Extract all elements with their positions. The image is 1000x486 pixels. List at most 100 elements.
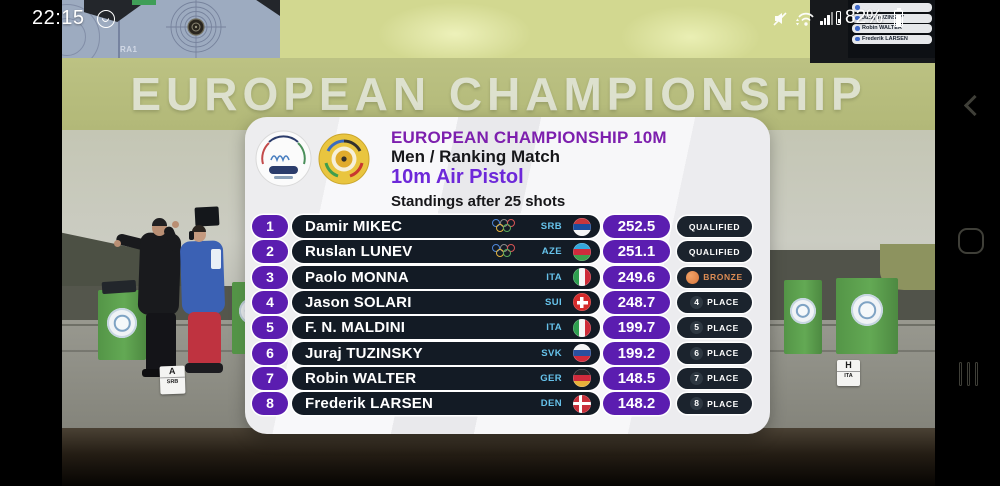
athlete-name: Damir MIKEC [305, 218, 403, 235]
letterbox-right [935, 0, 1000, 486]
standings-row: 3 Paolo MONNA ITA 249.6 BRONZE [245, 265, 770, 289]
mini-scoreboard-row: Frederik LARSEN [852, 34, 932, 44]
score-pill: 249.6 [603, 265, 670, 289]
country-code: SUI [544, 296, 562, 308]
score-pill: 248.7 [603, 290, 670, 314]
home-icon[interactable] [958, 228, 984, 254]
country-code: SVK [541, 347, 562, 359]
status-label: PLACE [707, 348, 739, 358]
status-label: PLACE [707, 398, 739, 409]
target-icon [166, 0, 226, 58]
status-label: PLACE [707, 373, 739, 384]
standings-row: 6 Juraj TUZINSKY SVK 199.2 6 PLACE [245, 341, 770, 365]
athlete-name: Frederik LARSEN [305, 395, 434, 413]
bronze-medal-icon [686, 270, 700, 284]
athlete-pill: F. N. MALDINI ITA [292, 316, 600, 340]
flag-icon-ita [573, 318, 591, 337]
status-badge: QUALIFIED [677, 216, 752, 237]
letterbox-left [0, 0, 62, 486]
back-icon[interactable] [961, 96, 983, 118]
mini-rank-badge [854, 4, 861, 11]
athlete-name: Juraj TUZINSKY [305, 344, 423, 362]
country-code: AZE [541, 246, 562, 258]
country-code: DEN [540, 398, 562, 410]
shooter-shoes [185, 363, 223, 373]
status-badge: 4 PLACE [677, 291, 752, 313]
place-number: 7 [690, 371, 704, 385]
rank-pill: 8 [252, 392, 288, 416]
athlete-name: Jason SOLARI [305, 293, 412, 311]
standings-row: 8 Frederik LARSEN DEN 148.2 8 PLACE [245, 392, 770, 416]
flag-icon-svk [573, 344, 591, 362]
standings-row: 1 Damir MIKEC SRB 252.5 QUALIFIED [245, 215, 770, 238]
panel-standings-label: Standings after 25 shots [391, 193, 566, 210]
place-number: 6 [690, 346, 704, 360]
mini-scoreboard-row: Robin WALTER [852, 24, 932, 33]
podium-logo [851, 294, 883, 326]
foreground-floor-dark [62, 428, 935, 486]
shooter-pants [188, 312, 221, 366]
podium-stand [784, 280, 822, 354]
official-hand [114, 240, 121, 247]
standings-row: 7 Robin WALTER GER 148.5 7 PLACE [245, 366, 770, 390]
official-legs [146, 313, 176, 373]
recent-apps-icon[interactable] [959, 362, 983, 386]
mini-scoreboard-row [852, 3, 932, 12]
whatsapp-icon [97, 10, 115, 28]
flag-icon-srb [573, 217, 591, 236]
wifi-icon [796, 12, 814, 26]
flag-icon-sui [573, 293, 591, 312]
rank-pill: 1 [252, 215, 288, 238]
status-label: QUALIFIED [688, 246, 741, 257]
status-badge: 5 PLACE [677, 317, 752, 339]
status-badge: 6 PLACE [677, 342, 752, 364]
shooting-federation-logo [318, 133, 370, 185]
official-hand [172, 221, 179, 228]
podium-logo [790, 298, 816, 324]
status-badge: 7 PLACE [677, 367, 752, 389]
olympic-rings-icon [492, 244, 522, 259]
panel-subtitle: Men / Ranking Match [391, 147, 561, 166]
status-label: PLACE [707, 322, 739, 333]
score-pill: 199.7 [603, 316, 670, 340]
olympic-rings-icon [492, 219, 522, 234]
athlete-pill: Juraj TUZINSKY SVK [292, 341, 600, 365]
flag-icon-ger [573, 369, 591, 388]
status-label: QUALIFIED [688, 221, 741, 232]
flag-icon-ita [573, 268, 591, 287]
monitor-divider [118, 0, 120, 58]
monitor-label: RA1 [120, 45, 138, 54]
shooter-hair [192, 225, 206, 232]
standings-row: 4 Jason SOLARI SUI 248.7 4 PLACE [245, 290, 770, 314]
score-pill: 199.2 [603, 341, 670, 365]
wall-banner-text: EUROPEAN CHAMPIONSHIP [130, 68, 867, 120]
athlete-pill: Paolo MONNA ITA [292, 265, 600, 289]
lane-card-h: H ITA [837, 360, 860, 386]
athlete-pill: Ruslan LUNEV AZE [292, 240, 600, 264]
score-pill: 148.5 [603, 366, 670, 390]
athlete-pill: Jason SOLARI SUI [292, 290, 600, 314]
score-pill: 148.2 [603, 392, 670, 416]
podium-logo [107, 308, 137, 338]
score-pill: 251.1 [603, 240, 670, 264]
status-label: PLACE [707, 297, 739, 308]
status-bar: 22:15 82% [0, 0, 1000, 40]
mini-rank-badge [854, 14, 861, 22]
laptop-on-podium [101, 279, 137, 295]
rank-pill: 2 [252, 240, 288, 264]
mini-rank-badge [854, 35, 861, 43]
mini-scoreboard: Juraj TUZINSKY Robin WALTER Frederik LARSE… [848, 0, 935, 58]
monitor-green-tag [132, 0, 156, 5]
ear-protection [189, 231, 194, 240]
country-code: GER [540, 372, 562, 384]
flag-icon-den [573, 394, 591, 413]
cellular-signal-icon [820, 12, 834, 25]
rank-pill: 3 [252, 265, 288, 289]
country-code: ITA [546, 322, 562, 334]
mute-icon [773, 12, 787, 26]
place-number: 4 [690, 295, 704, 309]
podium-stand [836, 278, 898, 354]
rank-pill: 6 [252, 341, 288, 365]
standings-row: 5 F. N. MALDINI ITA 199.7 5 PLACE [245, 316, 770, 340]
